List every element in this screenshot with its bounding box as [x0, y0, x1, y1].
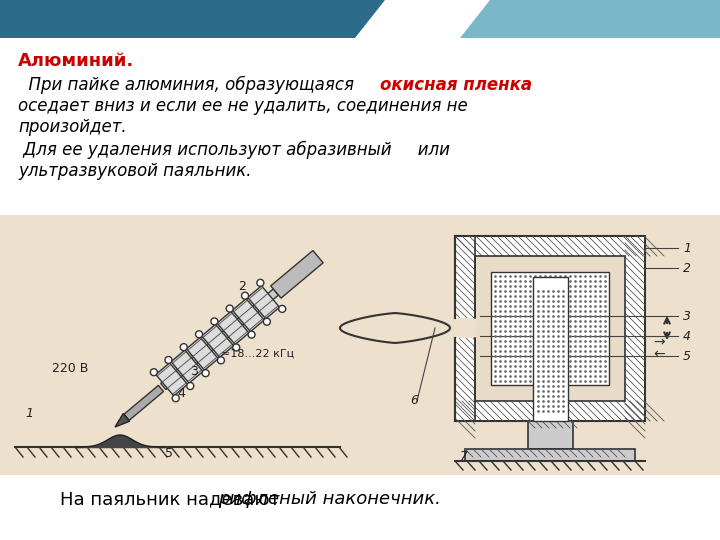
- Text: →: →: [653, 335, 665, 349]
- Text: 2: 2: [683, 261, 691, 274]
- Text: Алюминий.: Алюминий.: [18, 52, 134, 70]
- Text: 4: 4: [177, 387, 185, 400]
- Bar: [491, 272, 609, 385]
- Circle shape: [226, 305, 233, 312]
- Text: ультразвуковой паяльник.: ультразвуковой паяльник.: [18, 162, 251, 180]
- Circle shape: [217, 357, 225, 364]
- Polygon shape: [186, 337, 218, 370]
- Text: 1: 1: [683, 241, 691, 254]
- Circle shape: [150, 369, 158, 376]
- Polygon shape: [233, 299, 264, 332]
- Bar: [536, 289, 565, 418]
- Circle shape: [211, 318, 218, 325]
- Text: 7: 7: [460, 450, 468, 463]
- Text: 3: 3: [190, 364, 198, 377]
- Polygon shape: [271, 251, 323, 298]
- Circle shape: [241, 292, 248, 299]
- Circle shape: [202, 370, 209, 377]
- Polygon shape: [202, 325, 233, 357]
- Circle shape: [196, 331, 202, 338]
- Text: рифленый наконечник.: рифленый наконечник.: [218, 490, 441, 508]
- Text: 6: 6: [410, 395, 418, 408]
- Circle shape: [257, 279, 264, 286]
- Bar: [0, 215, 720, 475]
- Polygon shape: [217, 312, 249, 345]
- Polygon shape: [161, 289, 279, 389]
- Text: 2: 2: [238, 280, 246, 293]
- Text: На паяльник надевают: На паяльник надевают: [60, 490, 286, 508]
- Bar: [465, 449, 635, 461]
- Polygon shape: [460, 0, 720, 38]
- Text: 1: 1: [25, 407, 33, 420]
- Text: окисная пленка: окисная пленка: [380, 76, 532, 94]
- Polygon shape: [115, 414, 130, 427]
- Polygon shape: [248, 286, 279, 319]
- Bar: [533, 277, 568, 421]
- Text: При пайке алюминия, образующаяся: При пайке алюминия, образующаяся: [18, 76, 359, 94]
- Circle shape: [186, 382, 194, 389]
- Text: Для ее удаления используют абразивный     или: Для ее удаления используют абразивный ил…: [18, 141, 450, 159]
- Text: произойдет.: произойдет.: [18, 118, 127, 136]
- Text: ≈18...22 кГц: ≈18...22 кГц: [221, 349, 294, 359]
- Polygon shape: [124, 386, 163, 421]
- Circle shape: [248, 331, 255, 338]
- Text: 3: 3: [683, 309, 691, 322]
- Bar: [455, 236, 645, 421]
- Circle shape: [180, 343, 187, 350]
- Circle shape: [165, 356, 172, 363]
- Circle shape: [233, 344, 240, 351]
- Text: 5: 5: [165, 447, 173, 460]
- Bar: [454, 318, 476, 338]
- Polygon shape: [340, 313, 450, 343]
- Text: 5: 5: [683, 349, 691, 362]
- Bar: [528, 421, 573, 449]
- Circle shape: [264, 318, 271, 325]
- Circle shape: [279, 306, 286, 313]
- Circle shape: [172, 395, 179, 402]
- Text: 4: 4: [683, 329, 691, 342]
- Text: 220 В: 220 В: [52, 362, 89, 375]
- Polygon shape: [156, 363, 188, 396]
- Text: оседает вниз и если ее не удалить, соединения не: оседает вниз и если ее не удалить, соеди…: [18, 97, 468, 115]
- Bar: [475, 256, 625, 401]
- Polygon shape: [171, 350, 203, 383]
- Polygon shape: [0, 0, 385, 38]
- Text: ←: ←: [653, 347, 665, 361]
